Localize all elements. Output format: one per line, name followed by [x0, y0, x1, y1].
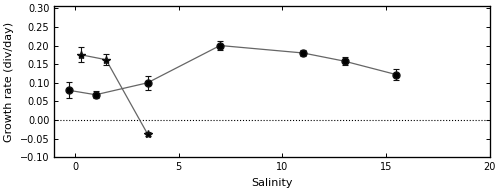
- X-axis label: Salinity: Salinity: [251, 178, 292, 188]
- Y-axis label: Growth rate (div/day): Growth rate (div/day): [4, 22, 14, 142]
